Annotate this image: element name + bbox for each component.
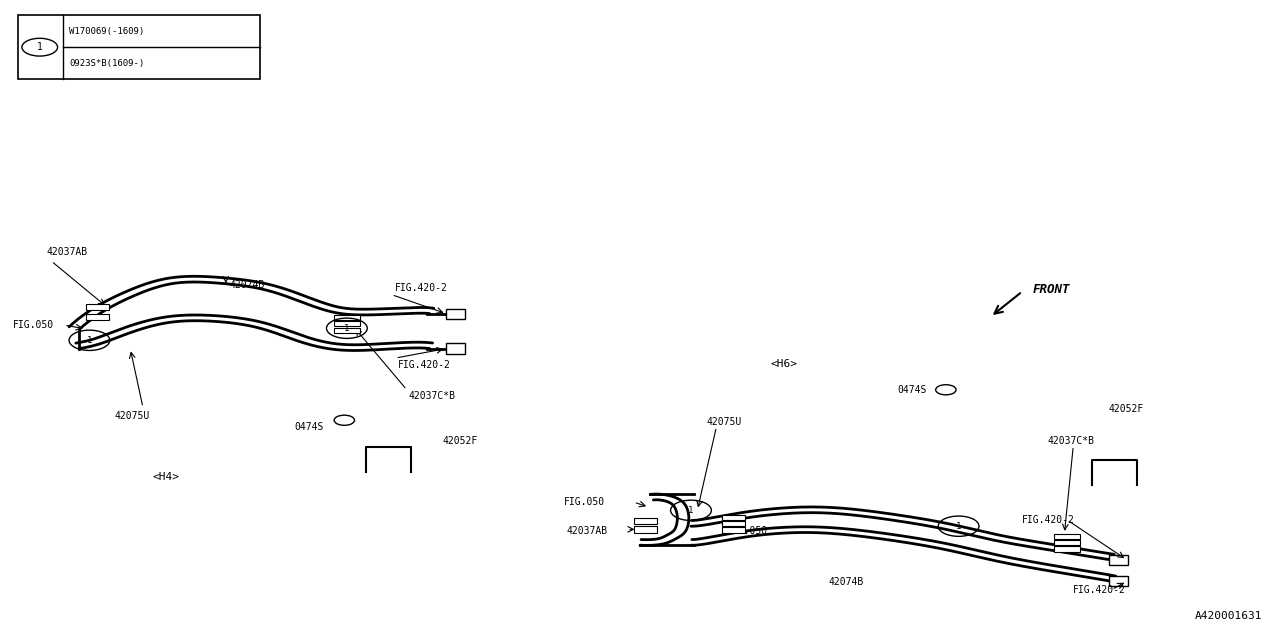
Text: W170069(-1609): W170069(-1609) (69, 27, 145, 36)
Text: 42052F: 42052F (1108, 404, 1144, 414)
Bar (722, 515, 745, 520)
Bar (722, 527, 745, 532)
Text: 0923S*B(1609-): 0923S*B(1609-) (69, 58, 145, 68)
Text: 42037AB: 42037AB (566, 525, 607, 536)
Bar (86, 314, 109, 320)
Bar (447, 344, 466, 354)
Text: FIG.420-2: FIG.420-2 (1023, 515, 1075, 525)
Text: 42075U: 42075U (115, 412, 150, 421)
Bar (634, 518, 657, 524)
Text: 1: 1 (87, 336, 92, 345)
Text: 42075U: 42075U (707, 417, 741, 426)
Bar (1108, 555, 1128, 565)
Text: <H4>: <H4> (152, 472, 179, 483)
Text: FIG.420-2: FIG.420-2 (398, 360, 451, 370)
Text: 42052F: 42052F (443, 436, 477, 445)
Bar (634, 526, 657, 532)
Text: 42037AB: 42037AB (46, 246, 87, 257)
Bar (334, 321, 360, 326)
Text: 42037C*B: 42037C*B (408, 391, 456, 401)
Text: 0474S: 0474S (897, 385, 927, 395)
Text: FIG.050: FIG.050 (13, 320, 54, 330)
Text: FIG.420-2: FIG.420-2 (1074, 585, 1126, 595)
Text: FIG.420-2: FIG.420-2 (396, 283, 448, 292)
Text: 0474S: 0474S (294, 422, 324, 431)
Bar (86, 304, 109, 310)
Bar (1055, 534, 1080, 539)
Bar (1055, 540, 1080, 545)
Text: 1: 1 (37, 42, 42, 52)
Bar (334, 315, 360, 320)
Bar (1055, 547, 1080, 552)
Text: FIG.050: FIG.050 (563, 497, 604, 507)
Bar (722, 521, 745, 526)
Text: 1: 1 (689, 506, 694, 515)
Text: A420001631: A420001631 (1194, 611, 1262, 621)
Bar (447, 308, 466, 319)
Text: 42074B: 42074B (229, 280, 265, 290)
FancyBboxPatch shape (18, 15, 260, 79)
Text: 42037C*B: 42037C*B (1048, 436, 1094, 445)
Bar (334, 328, 360, 333)
Bar (1108, 576, 1128, 586)
Text: FIG.050: FIG.050 (727, 525, 768, 536)
Text: FRONT: FRONT (1033, 283, 1070, 296)
Text: 42074B: 42074B (828, 577, 864, 587)
Text: <H6>: <H6> (771, 360, 797, 369)
Text: 1: 1 (956, 522, 961, 531)
Text: 1: 1 (344, 324, 349, 333)
